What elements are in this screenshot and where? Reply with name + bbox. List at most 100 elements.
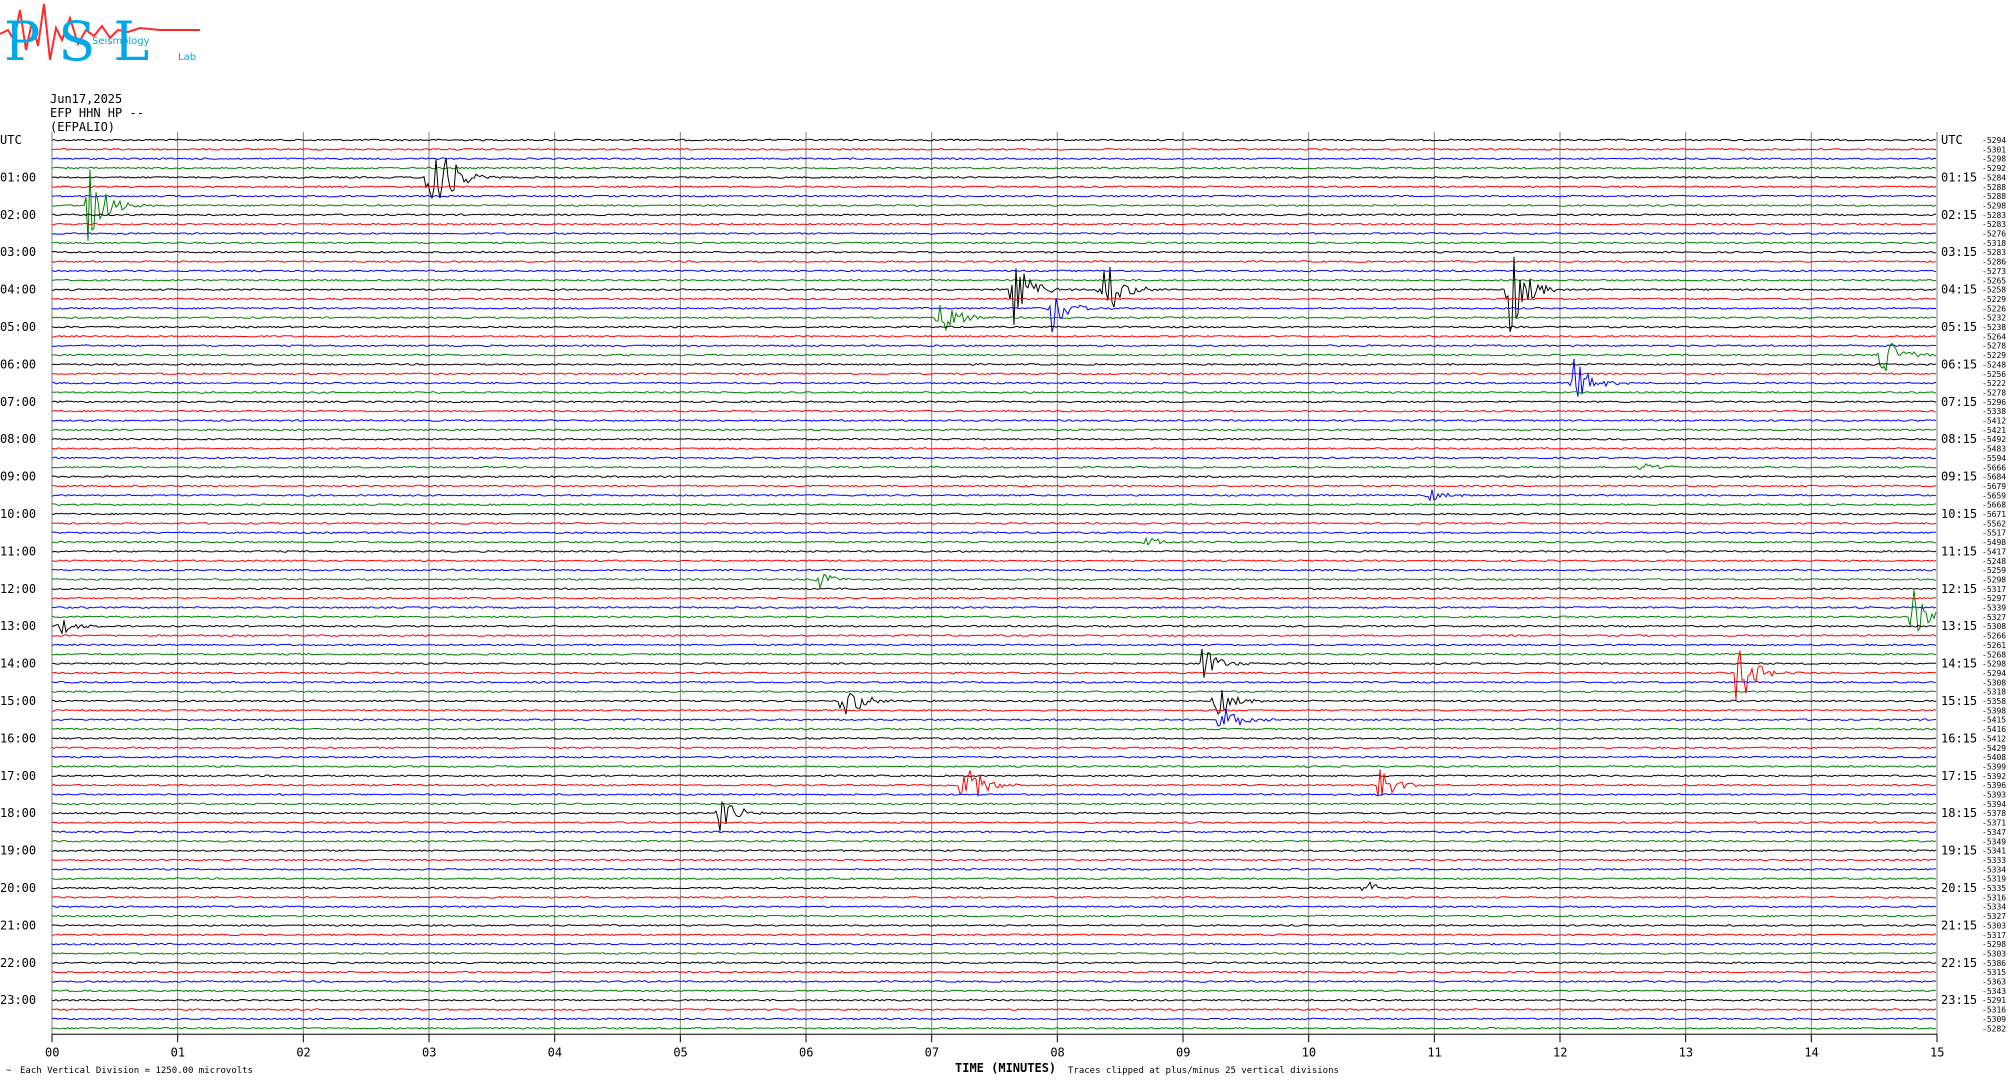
trace-41 bbox=[51, 521, 1937, 525]
trace-offset-label: -5684 bbox=[1982, 473, 2006, 482]
x-tick-label: 12 bbox=[1553, 1045, 1567, 1059]
right-hour-label: 08:15 bbox=[1941, 432, 1977, 446]
trace-offset-label: -5338 bbox=[1982, 407, 2006, 416]
trace-offset-label: -5333 bbox=[1982, 856, 2006, 865]
trace-95 bbox=[52, 1026, 1937, 1030]
left-hour-label: 12:00 bbox=[0, 582, 36, 596]
right-hour-label: 20:15 bbox=[1941, 881, 1977, 895]
trace-offset-label: -5392 bbox=[1982, 772, 2006, 781]
trace-63 bbox=[51, 727, 1937, 731]
trace-offset-label: -5298 bbox=[1982, 940, 2006, 949]
right-hour-label: 06:15 bbox=[1941, 357, 1977, 371]
trace-58 bbox=[51, 680, 1937, 684]
trace-40 bbox=[51, 512, 1937, 516]
right-hour-label: 04:15 bbox=[1941, 283, 1977, 297]
trace-offset-label: -5308 bbox=[1982, 678, 2006, 687]
trace-86 bbox=[51, 942, 1937, 946]
trace-offset-label: -5268 bbox=[1982, 650, 2006, 659]
trace-offset-label: -5412 bbox=[1982, 417, 2006, 426]
right-hour-label: 07:15 bbox=[1941, 395, 1977, 409]
trace-offset-label: -5386 bbox=[1982, 959, 2006, 968]
x-tick-label: 01 bbox=[171, 1045, 185, 1059]
trace-80 bbox=[51, 880, 1937, 892]
trace-offset-label: -5394 bbox=[1982, 800, 2006, 809]
trace-offset-label: -5316 bbox=[1982, 1006, 2006, 1015]
trace-offset-label: -5393 bbox=[1982, 791, 2006, 800]
trace-78 bbox=[51, 867, 1937, 871]
trace-offset-label: -5492 bbox=[1982, 435, 2006, 444]
trace-30 bbox=[51, 419, 1937, 422]
trace-11 bbox=[51, 241, 1937, 245]
trace-offset-label: -5358 bbox=[1982, 697, 2006, 706]
trace-10 bbox=[51, 232, 1937, 235]
trace-32 bbox=[51, 437, 1937, 441]
x-tick-label: 03 bbox=[422, 1045, 436, 1059]
trace-offset-label: -5261 bbox=[1982, 641, 2006, 650]
trace-offset-label: -5416 bbox=[1982, 725, 2006, 734]
trace-31 bbox=[51, 428, 1937, 432]
trace-75 bbox=[51, 839, 1937, 843]
trace-87 bbox=[51, 952, 1937, 955]
trace-offset-label: -5283 bbox=[1982, 211, 2006, 220]
trace-offset-label: -5318 bbox=[1982, 688, 2006, 697]
trace-offset-label: -5408 bbox=[1982, 753, 2006, 762]
trace-offset-label: -5659 bbox=[1982, 491, 2006, 500]
left-hour-label: 11:00 bbox=[0, 544, 36, 558]
trace-offset-label: -5378 bbox=[1982, 809, 2006, 818]
trace-82 bbox=[52, 905, 1937, 909]
trace-22 bbox=[51, 344, 1937, 348]
trace-offset-label: -5334 bbox=[1982, 903, 2006, 912]
trace-offset-label: -5341 bbox=[1982, 847, 2006, 856]
trace-offset-label: -5316 bbox=[1982, 893, 2006, 902]
trace-offset-label: -5278 bbox=[1982, 388, 2006, 397]
trace-offset-label: -5666 bbox=[1982, 463, 2006, 472]
trace-offset-label: -5562 bbox=[1982, 519, 2006, 528]
trace-61 bbox=[52, 708, 1937, 712]
trace-offset-label: -5298 bbox=[1982, 155, 2006, 164]
x-tick-label: 11 bbox=[1427, 1045, 1441, 1059]
trace-offset-label: -5668 bbox=[1982, 501, 2006, 510]
trace-offset-label: -5283 bbox=[1982, 220, 2006, 229]
trace-4 bbox=[51, 157, 1937, 199]
trace-offset-label: -5296 bbox=[1982, 398, 2006, 407]
trace-46 bbox=[51, 568, 1937, 572]
trace-18 bbox=[51, 298, 1937, 333]
minute-gridlines bbox=[51, 132, 1938, 1035]
x-tick-label: 08 bbox=[1050, 1045, 1064, 1059]
trace-offset-label: -5294 bbox=[1982, 136, 2006, 145]
trace-offset-label: -5248 bbox=[1982, 557, 2006, 566]
trace-13 bbox=[51, 260, 1937, 263]
trace-39 bbox=[52, 503, 1937, 507]
trace-47 bbox=[51, 573, 1937, 590]
trace-53 bbox=[51, 634, 1937, 637]
left-hour-label: 02:00 bbox=[0, 208, 36, 222]
x-tick-label: 07 bbox=[925, 1045, 939, 1059]
trace-71 bbox=[51, 802, 1937, 806]
trace-29 bbox=[51, 409, 1937, 413]
trace-56 bbox=[51, 648, 1937, 678]
trace-65 bbox=[51, 746, 1936, 750]
trace-offset-label: -5334 bbox=[1982, 865, 2006, 874]
trace-offset-label: -5303 bbox=[1982, 949, 2006, 958]
trace-35 bbox=[51, 462, 1937, 471]
trace-66 bbox=[52, 755, 1937, 759]
x-tick-label: 06 bbox=[799, 1045, 813, 1059]
right-hour-label: 23:15 bbox=[1941, 993, 1977, 1007]
trace-offset-label: -5371 bbox=[1982, 819, 2006, 828]
x-tick-label: 15 bbox=[1930, 1045, 1944, 1059]
right-hour-label: 16:15 bbox=[1941, 731, 1977, 745]
trace-offset-label: -5415 bbox=[1982, 716, 2006, 725]
trace-55 bbox=[51, 652, 1937, 656]
trace-offset-label: -5517 bbox=[1982, 529, 2006, 538]
x-tick-label: 10 bbox=[1302, 1045, 1316, 1059]
right-hour-label: 15:15 bbox=[1941, 694, 1977, 708]
trace-81 bbox=[51, 895, 1937, 899]
header-date: Jun17,2025 bbox=[50, 92, 123, 106]
trace-offset-label: -5335 bbox=[1982, 884, 2006, 893]
header-channel: EFP HHN HP -- bbox=[50, 106, 144, 120]
left-hour-label: 18:00 bbox=[0, 806, 36, 820]
x-axis-label: TIME (MINUTES) bbox=[955, 1061, 1057, 1075]
trace-23 bbox=[51, 342, 1937, 372]
trace-offset-label: -5498 bbox=[1982, 538, 2006, 547]
trace-60 bbox=[51, 690, 1937, 715]
